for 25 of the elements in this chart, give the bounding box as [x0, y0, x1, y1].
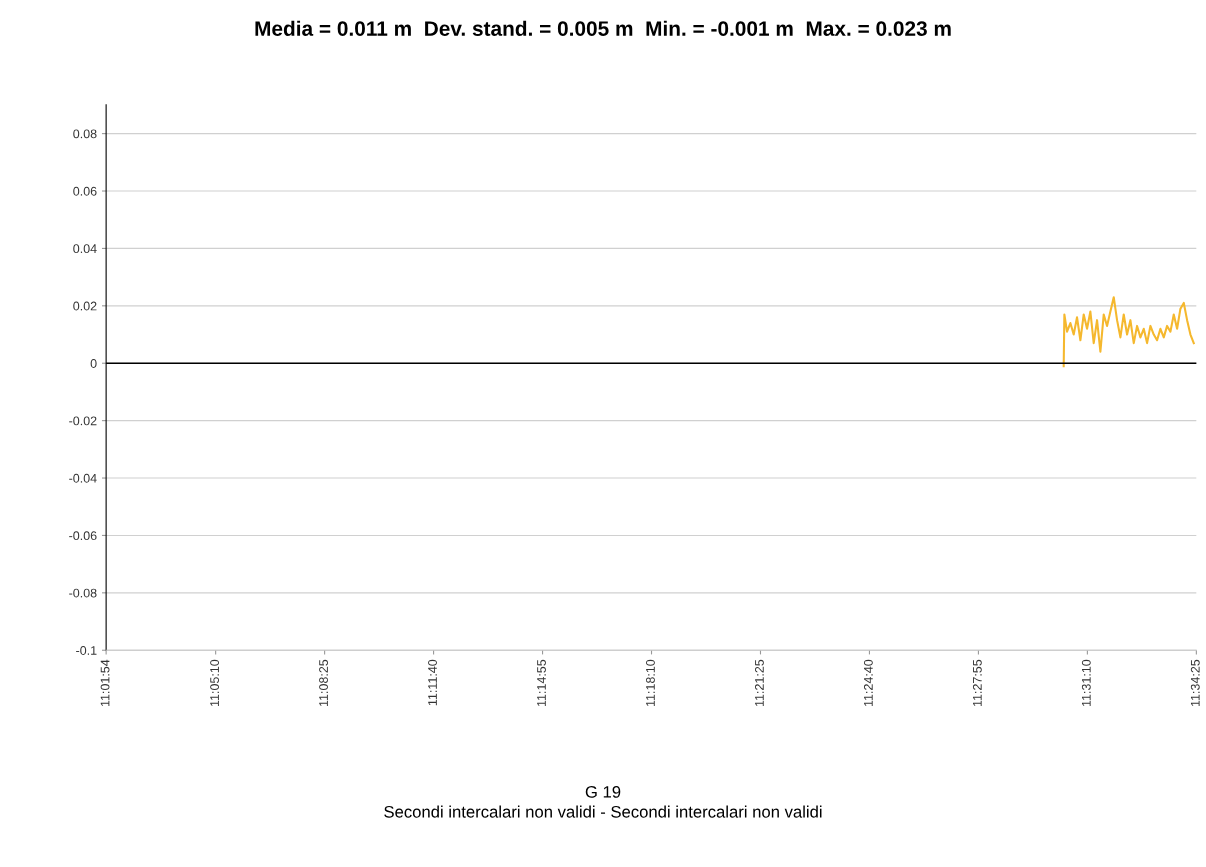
- x-tick-label: 11:31:10: [1081, 659, 1091, 707]
- y-tick-label: 0.08: [73, 129, 97, 139]
- x-tick-label: 11:08:25: [319, 659, 328, 707]
- x-tick-label: 11:34:25: [1190, 659, 1200, 707]
- x-tick-label: 11:24:40: [863, 659, 873, 707]
- text: G 19: [585, 785, 621, 798]
- line-series: [1062, 296, 1195, 368]
- text: Secondi intercalari non validi - Secondi intercalari non validi: [384, 805, 822, 818]
- x-tick-label: 11:05:10: [210, 659, 220, 707]
- x-tick-label: 11:21:25: [754, 659, 764, 707]
- x-tick-label: 11:01:54: [100, 659, 110, 707]
- y-tick-label: -0.1: [76, 646, 97, 655]
- y-tick-label: -0.06: [69, 531, 97, 541]
- x-tick-label: 11:18:10: [646, 659, 655, 707]
- y-tick-label: 0.04: [73, 244, 97, 254]
- y-tick-label: -0.02: [69, 416, 97, 426]
- y-tick-label: 0.06: [73, 186, 97, 196]
- y-tick-label: 0.02: [73, 301, 97, 311]
- x-tick-label: 11:27:55: [972, 659, 982, 707]
- y-tick-label: -0.04: [69, 473, 97, 483]
- y-tick-label: -0.08: [69, 588, 97, 598]
- x-tick-label: 11:14:55: [537, 659, 546, 707]
- chart-title: Media = 0.011 m Dev. stand. = 0.005 m Min. = -0.001 m Max. = 0.023 m: [255, 20, 951, 36]
- x-tick-label: 11:11:40: [428, 659, 437, 706]
- y-tick-label: 0: [90, 359, 97, 368]
